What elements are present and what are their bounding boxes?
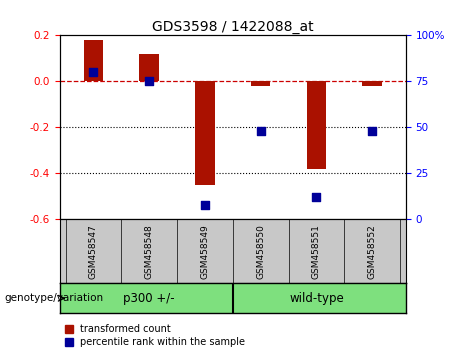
Text: genotype/variation: genotype/variation xyxy=(5,293,104,303)
Point xyxy=(201,202,209,207)
Legend: transformed count, percentile rank within the sample: transformed count, percentile rank withi… xyxy=(65,325,245,347)
Bar xyxy=(195,81,215,185)
Bar xyxy=(362,81,382,86)
Point xyxy=(90,69,97,75)
Text: GSM458552: GSM458552 xyxy=(368,224,377,279)
Point xyxy=(368,128,376,134)
Bar xyxy=(251,81,271,86)
Text: GSM458551: GSM458551 xyxy=(312,224,321,279)
Text: wild-type: wild-type xyxy=(289,292,344,305)
Text: GSM458548: GSM458548 xyxy=(145,224,154,279)
Text: GSM458547: GSM458547 xyxy=(89,224,98,279)
Text: GSM458549: GSM458549 xyxy=(201,224,209,279)
Title: GDS3598 / 1422088_at: GDS3598 / 1422088_at xyxy=(152,21,313,34)
Point xyxy=(313,195,320,200)
Text: GSM458550: GSM458550 xyxy=(256,224,265,279)
Point xyxy=(257,128,264,134)
Bar xyxy=(139,54,159,81)
Bar xyxy=(83,40,103,81)
Bar xyxy=(307,81,326,169)
Text: p300 +/-: p300 +/- xyxy=(124,292,175,305)
Point xyxy=(146,79,153,84)
